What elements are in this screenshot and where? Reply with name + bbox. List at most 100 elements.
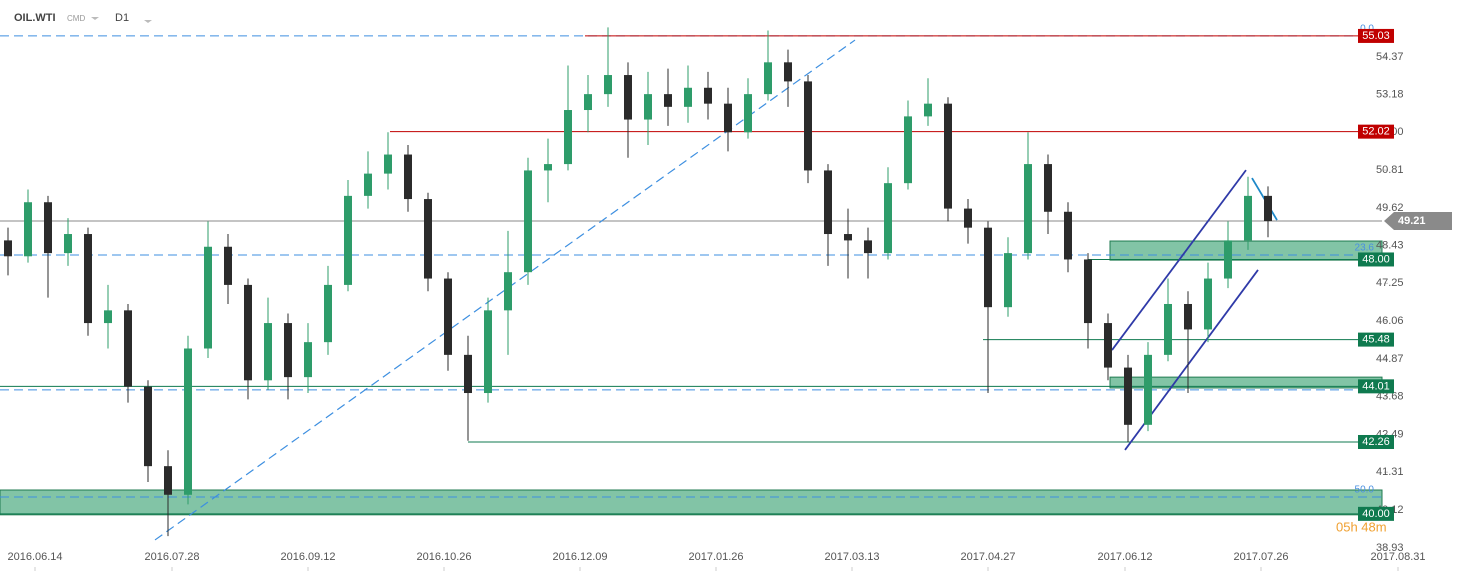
- y-tick-label: 46.06: [1376, 315, 1404, 327]
- level-label: 48.00: [1362, 253, 1390, 265]
- candle-body: [844, 234, 852, 241]
- candle-body: [1204, 278, 1212, 330]
- level-tag: [1358, 434, 1394, 449]
- candle-body: [1064, 211, 1072, 260]
- candle-body: [24, 202, 32, 257]
- x-tick-label: 2017.07.26: [1233, 551, 1288, 563]
- level-tag: [1358, 379, 1394, 394]
- candle-body: [1184, 303, 1192, 330]
- candle-body: [964, 208, 972, 228]
- level-label: 52.02: [1362, 126, 1390, 138]
- candle-body: [784, 62, 792, 82]
- candle-body: [924, 103, 932, 117]
- x-tick-label: 2017.06.12: [1097, 551, 1152, 563]
- candle-body: [164, 466, 172, 495]
- x-tick-label: 2017.01.26: [688, 551, 743, 563]
- candle-body: [504, 272, 512, 311]
- x-tick-label: 2016.09.12: [280, 551, 335, 563]
- candle-body: [664, 94, 672, 107]
- candle-body: [1164, 303, 1172, 355]
- candle-body: [1104, 323, 1112, 368]
- candle-body: [344, 195, 352, 285]
- candle-body: [1224, 240, 1232, 279]
- candle-body: [484, 310, 492, 394]
- level-label: 40.00: [1362, 508, 1390, 520]
- candle-body: [384, 154, 392, 174]
- candle-body: [864, 240, 872, 254]
- y-tick-label: 41.31: [1376, 466, 1404, 478]
- symbol: OIL.WTI: [14, 12, 56, 24]
- candle-body: [404, 154, 412, 200]
- candle-body: [1244, 195, 1252, 241]
- candle-body: [744, 94, 752, 133]
- candle-body: [624, 75, 632, 120]
- candle-body: [1024, 164, 1032, 254]
- x-tick-label: 2016.10.26: [416, 551, 471, 563]
- candle-body: [564, 110, 572, 165]
- candle-body: [1124, 367, 1132, 425]
- candle-body: [1044, 164, 1052, 212]
- timeframe-dropdown[interactable]: [144, 20, 152, 23]
- candle-body: [444, 278, 452, 355]
- level-tag: [1358, 332, 1394, 347]
- level-label: 44.01: [1362, 380, 1390, 392]
- candle-body: [684, 87, 692, 107]
- x-tick-label: 2017.04.27: [960, 551, 1015, 563]
- y-tick-label: 54.37: [1376, 51, 1404, 63]
- candle-body: [64, 234, 72, 254]
- candle-body: [704, 87, 712, 104]
- candle-body: [324, 284, 332, 343]
- y-tick-label: 53.18: [1376, 89, 1404, 101]
- candle-body: [104, 310, 112, 324]
- candle-body: [884, 183, 892, 254]
- candle-body: [44, 202, 52, 254]
- zone: [1109, 240, 1383, 261]
- candle-body: [364, 173, 372, 196]
- price-axis: 54.3753.1852.0050.8149.6248.4347.2546.06…: [7, 51, 1426, 571]
- candle-body: [264, 323, 272, 381]
- candle-body: [804, 81, 812, 171]
- timeframe[interactable]: D1: [115, 12, 129, 24]
- candle-body: [1004, 253, 1012, 308]
- y-tick-label: 48.43: [1376, 240, 1404, 252]
- candle-body: [944, 103, 952, 209]
- candle-body: [584, 94, 592, 111]
- candle-body: [204, 246, 212, 349]
- market-dropdown[interactable]: [91, 17, 99, 20]
- candle-body: [464, 354, 472, 394]
- y-tick-label: 43.68: [1376, 391, 1404, 403]
- trendline: [154, 39, 856, 541]
- candle-body: [544, 164, 552, 171]
- candle-body: [1264, 195, 1272, 221]
- candle-body: [144, 386, 152, 467]
- current-price-label: 49.21: [1398, 215, 1426, 227]
- fib-label: 50.0: [1355, 485, 1375, 496]
- y-tick-label: 44.87: [1376, 353, 1404, 365]
- candle-body: [4, 240, 12, 257]
- x-tick-label: 2017.08.31: [1370, 551, 1425, 563]
- level-tag: [1358, 124, 1394, 139]
- candle-body: [604, 75, 612, 95]
- timer: 05h 48m: [1336, 519, 1387, 534]
- candle-body: [824, 170, 832, 235]
- candle-body: [84, 234, 92, 324]
- level-tag: [1358, 506, 1394, 521]
- labels: 0.023.650.049.2155.0352.0248.0045.4844.0…: [1355, 24, 1452, 521]
- candle-body: [904, 116, 912, 184]
- y-tick-label: 49.62: [1376, 202, 1404, 214]
- zone: [0, 489, 1383, 516]
- trendline: [1111, 169, 1247, 351]
- level-tag: [1358, 28, 1394, 43]
- market: CMD: [67, 14, 85, 23]
- candle-body: [284, 323, 292, 378]
- candle-body: [124, 310, 132, 387]
- candle-body: [524, 170, 532, 273]
- candle-body: [644, 94, 652, 120]
- y-tick-label: 50.81: [1376, 164, 1404, 176]
- x-tick-label: 2017.03.13: [824, 551, 879, 563]
- candle-body: [764, 62, 772, 95]
- y-tick-label: 47.25: [1376, 277, 1404, 289]
- x-tick-label: 2016.06.14: [7, 551, 62, 563]
- candle-body: [244, 284, 252, 381]
